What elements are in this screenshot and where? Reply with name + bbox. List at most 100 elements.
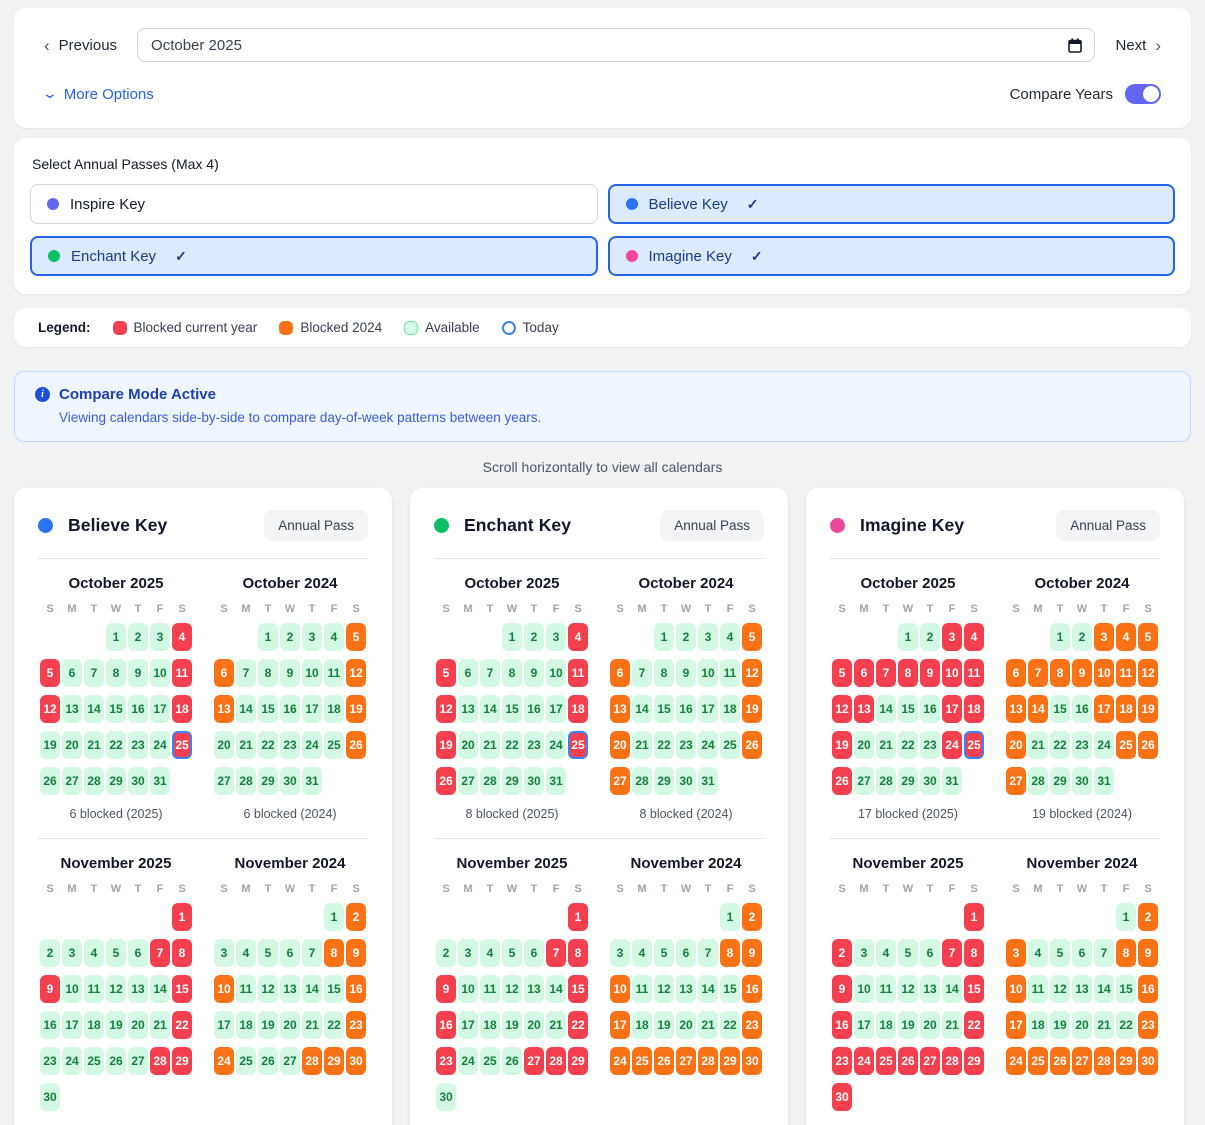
- day-cell: 21: [546, 1011, 566, 1039]
- pass-option-imagine-key[interactable]: Imagine Key ✓: [607, 236, 1175, 276]
- mini-calendar-november-2024: November 2024 S M T W T F S 1 2 3 4 5 6 7 8 9 10 11 12 13 14 1…: [1006, 855, 1158, 1111]
- day-cell: 8: [502, 659, 522, 687]
- day-cell: 26: [832, 767, 852, 795]
- month-input[interactable]: [137, 28, 1096, 62]
- day-cell: 13: [610, 695, 630, 723]
- weekday-label: S: [178, 603, 186, 615]
- more-options-button[interactable]: ⌄ More Options: [41, 85, 154, 103]
- day-cell: 9: [436, 975, 456, 1003]
- weekday-label: W: [284, 603, 296, 615]
- day-cell: 28: [546, 1047, 566, 1075]
- day-grid: 1 2 3 4 5 6 7 8 9 10 11 12 13 14 15 16 17 18 19 20 21 22 23 24 2…: [832, 623, 984, 795]
- day-cell: 7: [546, 939, 566, 967]
- month-pair: November 2025 S M T W T F S 1 2 3 4 5 6 7 8 9 10 11 12 13 14 1…: [830, 855, 1160, 1111]
- day-cell: 25: [236, 1047, 256, 1075]
- day-cell: 24: [214, 1047, 234, 1075]
- card-header: Enchant Key Annual Pass: [434, 510, 764, 541]
- day-cell: 6: [920, 939, 940, 967]
- day-cell: 15: [964, 975, 984, 1003]
- weekday-label: M: [859, 603, 869, 615]
- month-title: October 2025: [464, 575, 560, 592]
- day-cell-today: 25: [964, 731, 984, 759]
- day-cell: 29: [898, 767, 918, 795]
- pass-option-inspire-key[interactable]: Inspire Key: [30, 184, 598, 224]
- day-grid: 1 2 3 4 5 6 7 8 9 10 11 12 13 14 15 16 17 18 19 20 21 22 23 24 2…: [40, 903, 192, 1111]
- day-cell: 14: [480, 695, 500, 723]
- day-cell: 26: [1050, 1047, 1070, 1075]
- day-cell: 26: [898, 1047, 918, 1075]
- empty-cell: [458, 623, 478, 651]
- day-cell: 8: [172, 939, 192, 967]
- month-pair: November 2025 S M T W T F S 1 2 3 4 5 6 7 8 9 10 11 12 13 14 1…: [434, 855, 764, 1111]
- empty-cell: [942, 903, 962, 931]
- day-cell: 5: [40, 659, 60, 687]
- pass-color-dot-icon: [38, 518, 53, 533]
- weekday-label: T: [134, 603, 142, 615]
- day-cell: 31: [698, 767, 718, 795]
- empty-cell: [1094, 903, 1114, 931]
- compare-years-toggle[interactable]: [1125, 84, 1161, 104]
- pass-option-believe-key[interactable]: Believe Key ✓: [607, 184, 1175, 224]
- compare-years-control: Compare Years: [1010, 84, 1161, 104]
- weekday-label: S: [616, 883, 624, 895]
- day-cell: 6: [280, 939, 300, 967]
- day-cell: 4: [568, 623, 588, 651]
- blocked-count: 8 blocked (2025): [465, 807, 559, 821]
- weekday-label: T: [1056, 603, 1064, 615]
- day-cell: 4: [1028, 939, 1048, 967]
- day-cell: 7: [1094, 939, 1114, 967]
- day-cell: 1: [1116, 903, 1136, 931]
- day-cell: 18: [324, 695, 344, 723]
- blocked-count: 8 blocked (2024): [639, 807, 733, 821]
- annual-pass-badge: Annual Pass: [264, 510, 368, 541]
- calendar-cards[interactable]: Believe Key Annual Pass October 2025 S M T W T F…: [14, 488, 1191, 1125]
- previous-month-button[interactable]: ‹ Previous: [44, 37, 117, 54]
- weekday-label: F: [156, 603, 164, 615]
- pass-option-enchant-key[interactable]: Enchant Key ✓: [30, 236, 598, 276]
- day-cell: 20: [128, 1011, 148, 1039]
- day-cell: 10: [1094, 659, 1114, 687]
- legend-label: Available: [425, 320, 480, 335]
- weekday-label: F: [948, 603, 956, 615]
- day-cell: 29: [654, 767, 674, 795]
- more-options-label: More Options: [63, 85, 154, 103]
- month-title: November 2024: [234, 855, 346, 872]
- day-cell: 31: [942, 767, 962, 795]
- empty-cell: [480, 903, 500, 931]
- empty-cell: [610, 903, 630, 931]
- pass-card-title: Believe Key: [68, 515, 168, 535]
- weekday-label: S: [1012, 603, 1020, 615]
- day-cell: 19: [40, 731, 60, 759]
- next-month-button[interactable]: Next ›: [1115, 37, 1161, 54]
- day-cell: 24: [1094, 731, 1114, 759]
- weekday-label: W: [680, 603, 692, 615]
- day-cell: 20: [280, 1011, 300, 1039]
- calendar-icon[interactable]: [1068, 38, 1083, 58]
- empty-cell: [236, 903, 256, 931]
- day-cell: 27: [676, 1047, 696, 1075]
- day-cell: 18: [632, 1011, 652, 1039]
- day-cell: 11: [1028, 975, 1048, 1003]
- day-cell: 21: [1094, 1011, 1114, 1039]
- month-pair: October 2025 S M T W T F S 1 2 3 4 5 6 7 8 9 10 11 12 13 14 15…: [830, 575, 1160, 821]
- legend-title: Legend:: [38, 320, 91, 335]
- weekday-label: S: [352, 883, 360, 895]
- day-cell: 3: [1094, 623, 1114, 651]
- weekday-label: T: [882, 883, 890, 895]
- day-cell: 31: [302, 767, 322, 795]
- day-cell: 29: [1116, 1047, 1136, 1075]
- empty-cell: [854, 623, 874, 651]
- day-cell: 20: [920, 1011, 940, 1039]
- day-cell: 26: [346, 731, 366, 759]
- day-cell: 6: [1006, 659, 1026, 687]
- empty-cell: [128, 903, 148, 931]
- divider: [38, 558, 368, 559]
- weekday-label: F: [726, 603, 734, 615]
- weekday-label: T: [486, 883, 494, 895]
- empty-cell: [258, 903, 278, 931]
- weekday-label: T: [90, 603, 98, 615]
- chevron-down-icon: ⌄: [41, 85, 59, 102]
- day-cell: 30: [742, 1047, 762, 1075]
- day-cell: 13: [1006, 695, 1026, 723]
